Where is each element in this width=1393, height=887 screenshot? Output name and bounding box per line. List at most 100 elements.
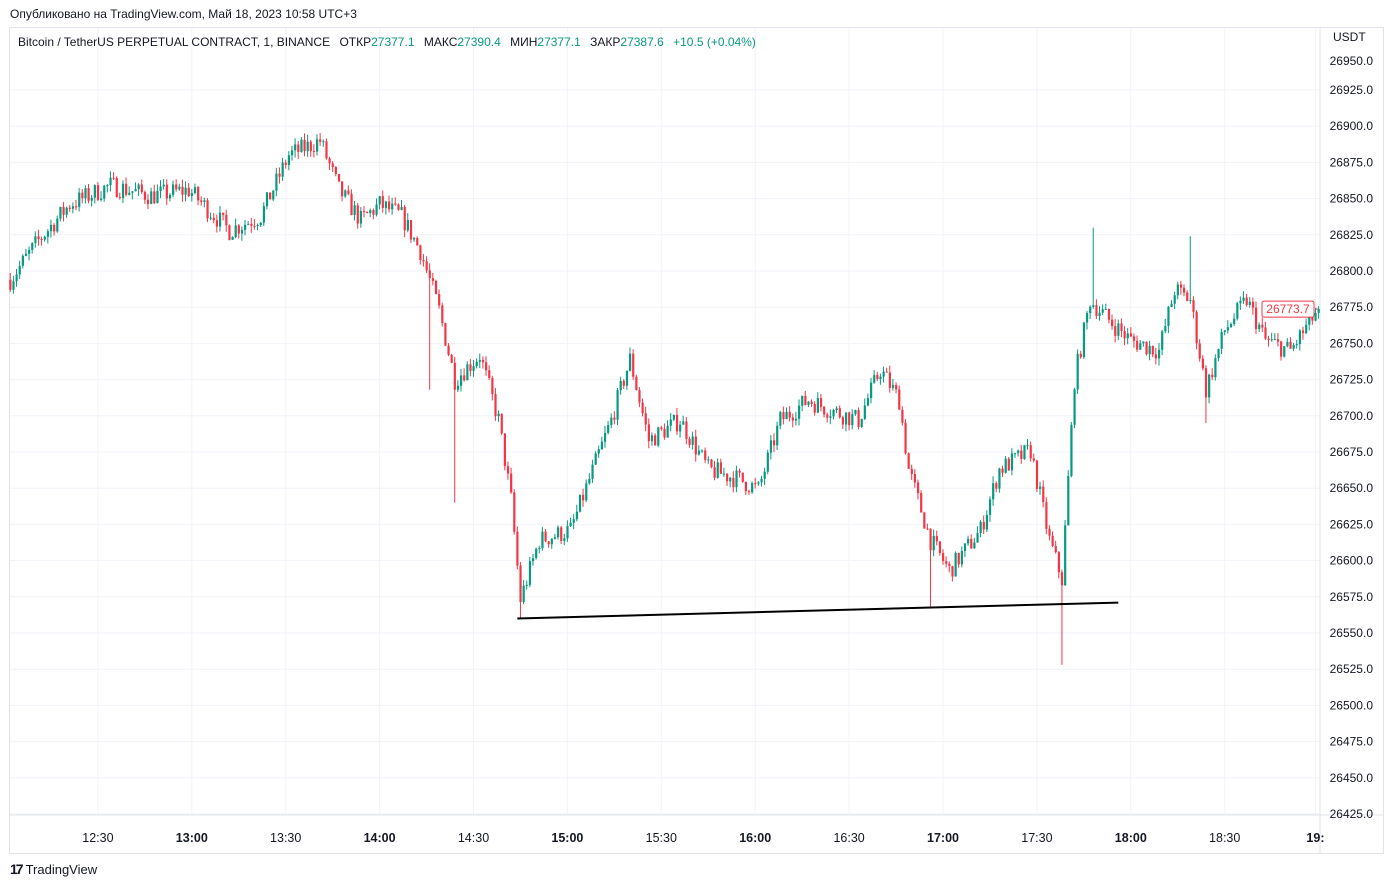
candle-body: [469, 364, 472, 371]
candle-body: [222, 212, 225, 215]
candle-body: [1085, 312, 1089, 323]
candle-body: [1161, 331, 1164, 350]
candles: [9, 133, 1320, 665]
candle-body: [197, 187, 200, 201]
candle-body: [726, 473, 729, 482]
candle-body: [963, 543, 967, 551]
candle-body: [1039, 486, 1042, 489]
candle-body: [754, 483, 757, 485]
candle-body: [860, 418, 863, 427]
candle-body: [172, 184, 175, 195]
candle-body: [278, 173, 281, 177]
candle-body: [616, 390, 619, 420]
candle-body: [675, 415, 679, 432]
price-tick-label: 26450.0: [1330, 771, 1374, 785]
candle-body: [428, 270, 431, 279]
candle-body: [691, 436, 694, 445]
candle-body: [49, 224, 53, 232]
candle-body: [156, 190, 159, 204]
candle-body: [121, 183, 125, 199]
candle-body: [381, 196, 384, 208]
candle-body: [1308, 313, 1311, 325]
candle-body: [137, 184, 140, 190]
price-tick-label: 26750.0: [1330, 336, 1374, 350]
candle-body: [942, 553, 945, 562]
candle-body: [700, 450, 704, 452]
candle-body: [103, 185, 106, 199]
candle-body: [985, 514, 989, 530]
candle-body: [1132, 336, 1136, 341]
candle-body: [1139, 343, 1142, 350]
candle-body: [685, 421, 688, 439]
candle-body: [1117, 323, 1120, 336]
candle-body: [901, 409, 904, 423]
candle-body: [998, 468, 1001, 489]
time-tick-label: 13:30: [270, 831, 301, 845]
candle-body: [766, 452, 769, 472]
candle-body: [118, 197, 122, 199]
candle-body: [1148, 345, 1151, 355]
candle-body: [560, 527, 563, 541]
candle-body: [450, 354, 453, 363]
candle-body: [112, 177, 115, 179]
candle-body: [547, 541, 550, 545]
candle-body: [1317, 309, 1320, 313]
candle-body: [150, 191, 153, 204]
candle-body: [838, 408, 841, 418]
candle-body: [1229, 324, 1233, 328]
candle-body: [619, 380, 622, 391]
candle-body: [920, 493, 923, 513]
candle-body: [231, 236, 234, 240]
candle-body: [644, 413, 647, 425]
time-tick-label: 14:00: [364, 831, 396, 845]
candle-body: [215, 220, 219, 227]
candle-body: [1157, 349, 1161, 359]
candle-body: [431, 278, 435, 281]
candle-body: [316, 139, 319, 152]
candle-body: [747, 491, 751, 493]
candle-body: [34, 236, 37, 244]
candle-body: [1089, 306, 1092, 313]
candle-body: [823, 406, 826, 415]
candle-body: [59, 206, 62, 219]
candle-body: [1095, 305, 1098, 317]
candle-body: [848, 412, 851, 426]
low-label: МИН: [510, 35, 538, 49]
candle-body: [510, 473, 513, 493]
candle-body: [531, 558, 535, 562]
candle-body: [1076, 353, 1079, 390]
candle-body: [657, 427, 660, 446]
candle-body: [553, 537, 557, 539]
price-tick-label: 26625.0: [1330, 517, 1374, 531]
candle-body: [1042, 486, 1045, 503]
tradingview-logo[interactable]: 17 TradingView: [10, 861, 97, 877]
candle-body: [660, 427, 663, 429]
support-trendline[interactable]: [517, 601, 1119, 620]
candle-body: [281, 162, 284, 177]
candle-body: [93, 185, 96, 198]
candle-body: [1154, 354, 1158, 359]
candle-body: [798, 405, 801, 419]
chart-frame: [9, 27, 1384, 854]
candle-body: [603, 432, 607, 442]
candle-body: [1204, 368, 1208, 398]
candle-body: [128, 192, 131, 195]
candle-body: [1239, 300, 1242, 304]
candle-body: [929, 528, 932, 551]
candle-body: [1064, 525, 1067, 586]
candle-body: [1164, 326, 1167, 332]
price-tick-label: 26925.0: [1330, 83, 1374, 97]
candle-body: [200, 200, 203, 202]
candle-body: [760, 478, 763, 483]
time-tick-label: 13:00: [176, 831, 208, 845]
candle-body: [397, 204, 400, 210]
close-value: 27387.6: [620, 35, 664, 49]
candle-body: [1270, 339, 1273, 341]
candle-body: [319, 139, 322, 142]
candle-body: [876, 375, 879, 380]
candle-body: [56, 218, 59, 232]
price-tick-label: 26875.0: [1330, 155, 1374, 169]
candle-body: [475, 361, 478, 367]
candle-body: [535, 548, 538, 559]
